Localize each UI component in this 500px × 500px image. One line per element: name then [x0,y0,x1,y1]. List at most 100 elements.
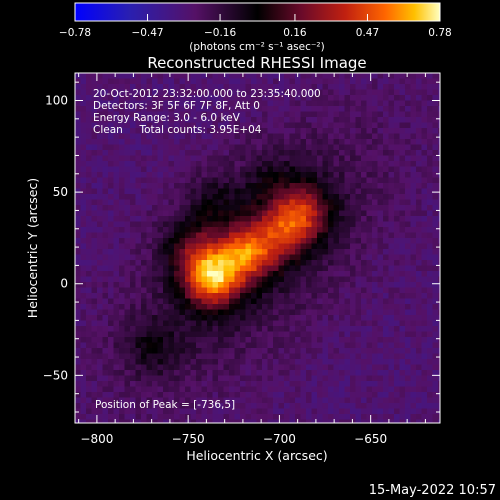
heatmap-cell [168,254,175,261]
heatmap-cell [146,304,153,310]
heatmap-cell [256,150,263,156]
heatmap-cell [267,375,274,382]
heatmap-cell [108,73,114,79]
heatmap-cell [152,194,158,200]
heatmap-cell [185,375,191,382]
heatmap-cell [97,304,103,310]
heatmap-cell [234,408,241,415]
heatmap-cell [124,95,131,101]
heatmap-cell [157,293,164,299]
heatmap-cell [273,293,279,299]
heatmap-cell [135,166,142,173]
heatmap-cell [245,265,252,272]
heatmap-cell [97,353,103,360]
heatmap-cell [317,117,323,123]
heatmap-cell [201,353,208,360]
peak-position-label: Position of Peak = [-736,5] [95,399,235,411]
heatmap-cell [410,276,417,283]
heatmap-cell [185,249,191,255]
heatmap-cell [377,95,384,101]
heatmap-cell [322,128,329,134]
heatmap-cell [86,375,92,382]
heatmap-cell [141,304,147,310]
heatmap-cell [350,414,356,420]
heatmap-cell [256,183,263,189]
heatmap-cell [256,194,263,200]
heatmap-cell [97,106,103,112]
heatmap-cell [141,386,147,393]
heatmap-cell [306,381,312,387]
heatmap-cell [91,238,98,244]
heatmap-cell [86,249,92,255]
colorbar [74,2,441,22]
heatmap-cell [350,177,356,184]
heatmap-cell [284,161,290,167]
heatmap-cell [141,375,147,382]
heatmap-cell [344,293,351,299]
heatmap-cell [113,287,120,294]
heatmap-cell [289,249,296,255]
heatmap-cell [295,199,301,206]
heatmap-cell [366,315,373,321]
heatmap-cell [91,194,98,200]
heatmap-cell [97,342,103,349]
heatmap-cell [284,397,290,404]
heatmap-cell [113,172,120,178]
heatmap-cell [361,172,367,178]
heatmap-cell [80,95,87,101]
heatmap-cell [163,205,169,211]
heatmap-cell [416,139,422,145]
heatmap-cell [317,260,323,266]
heatmap-cell [108,150,114,156]
heatmap-cell [113,276,120,283]
heatmap-cell [394,194,400,200]
heatmap-cell [306,359,312,365]
heatmap-cell [146,122,153,129]
heatmap-cell [383,238,389,244]
heatmap-cell [141,73,147,79]
heatmap-cell [75,315,81,321]
heatmap-cell [108,386,114,393]
heatmap-cell [388,210,395,217]
heatmap-cell [75,122,81,129]
heatmap-cell [399,348,406,354]
heatmap-cell [278,298,285,305]
heatmap-cell [394,293,400,299]
heatmap-cell [438,89,441,96]
heatmap-cell [289,381,296,387]
heatmap-cell [245,150,252,156]
heatmap-cell [141,133,147,140]
heatmap-cell [86,326,92,332]
heatmap-cell [438,304,441,310]
heatmap-cell [328,381,334,387]
heatmap-cell [212,298,219,305]
heatmap-cell [229,342,235,349]
heatmap-cell [201,419,208,424]
heatmap-cell [432,348,439,354]
heatmap-cell [410,260,417,266]
heatmap-cell [256,95,263,101]
heatmap-cell [355,370,362,376]
heatmap-cell [427,133,433,140]
heatmap-cell [372,364,378,371]
heatmap-cell [311,78,318,85]
heatmap-cell [163,320,169,327]
heatmap-cell [372,238,378,244]
heatmap-cell [245,95,252,101]
heatmap-cell [311,260,318,266]
heatmap-cell [361,320,367,327]
heatmap-cell [113,282,120,288]
heatmap-cell [113,199,120,206]
heatmap-cell [322,89,329,96]
heatmap-cell [311,210,318,217]
heatmap-cell [174,89,180,96]
heatmap-cell [234,238,241,244]
heatmap-cell [278,403,285,409]
heatmap-cell [130,111,136,118]
heatmap-cell [317,348,323,354]
heatmap-cell [333,199,340,206]
heatmap-cell [207,122,213,129]
heatmap-cell [179,370,186,376]
heatmap-cell [234,392,241,398]
heatmap-cell [113,254,120,261]
